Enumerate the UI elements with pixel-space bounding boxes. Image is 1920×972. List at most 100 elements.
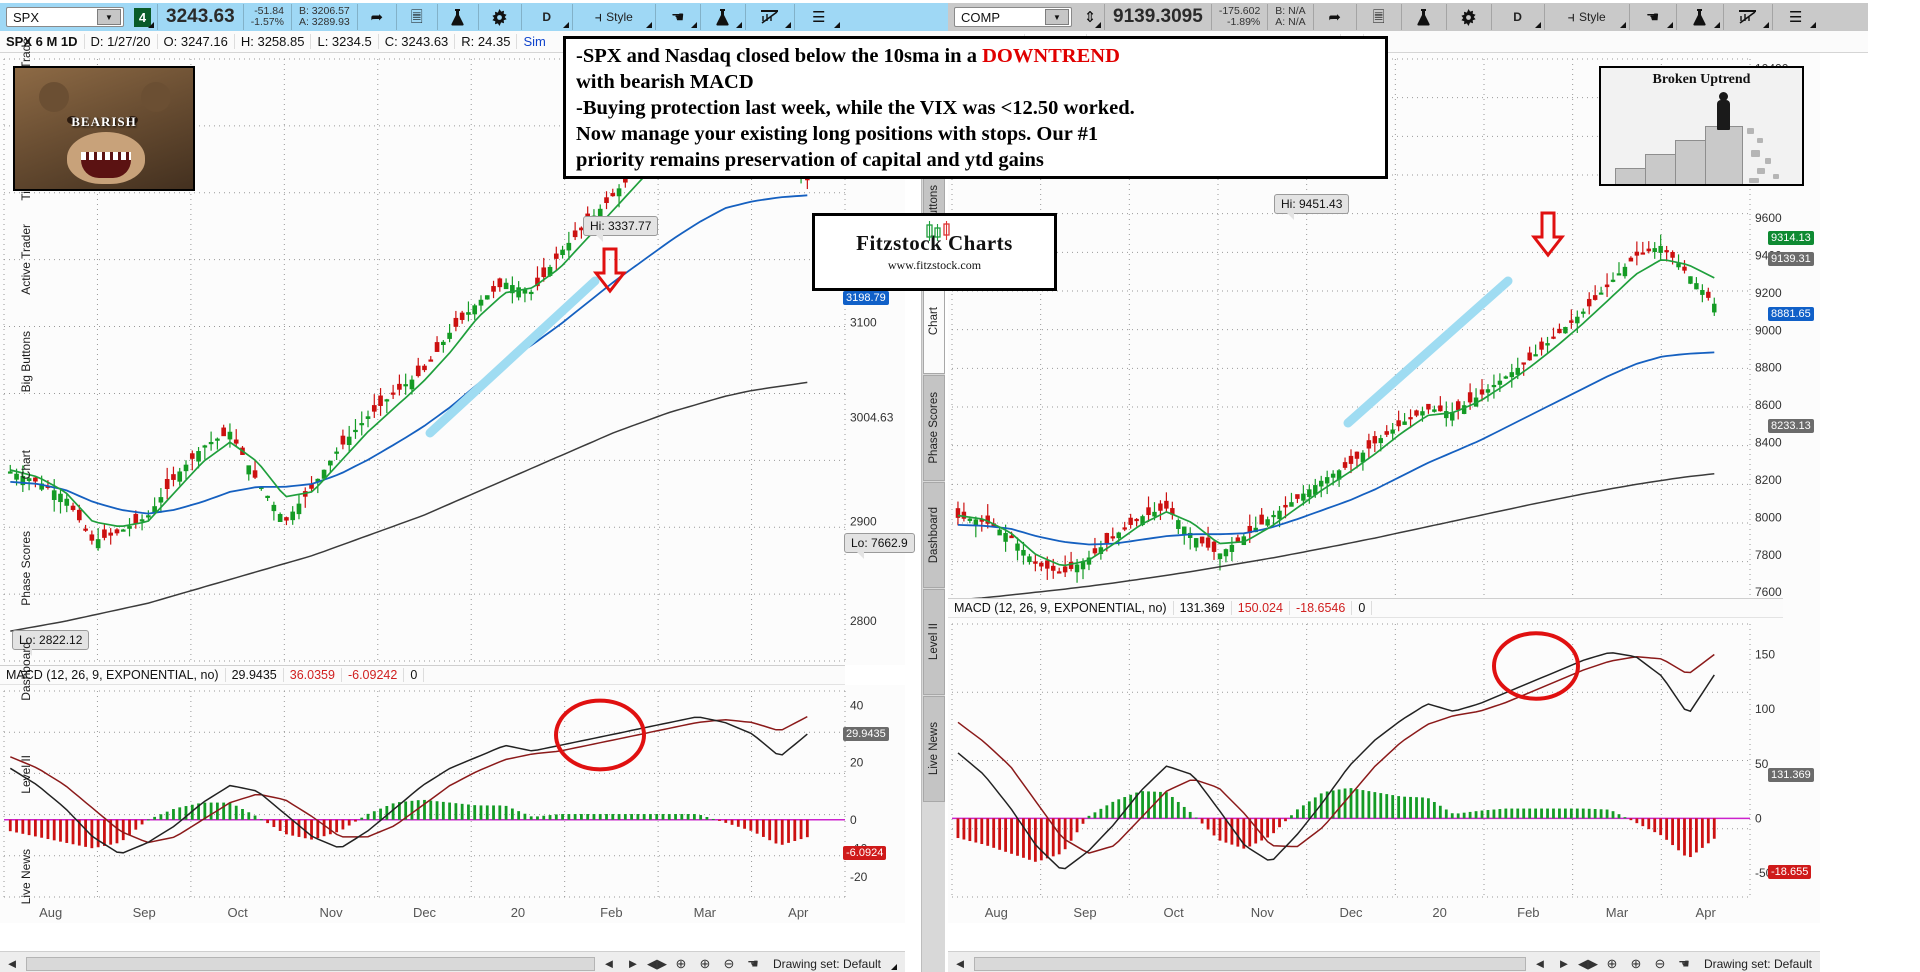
left-step-back-icon[interactable]: ◄ (602, 956, 616, 971)
left-interval-badge[interactable]: 4 (128, 3, 157, 31)
list-icon[interactable]: ☰ (795, 3, 843, 31)
right-zoom-in-icon[interactable]: ⊕ (1630, 955, 1642, 971)
candle-icon: ⫞ (1567, 8, 1576, 26)
svg-text:8000: 8000 (1755, 510, 1782, 524)
svg-text:9600: 9600 (1755, 211, 1782, 225)
left-period-label: D (542, 10, 552, 24)
chart-annotation-textbox[interactable]: -SPX and Nasdaq closed below the 10sma i… (563, 36, 1388, 179)
sidebar-item-label: Chart (19, 450, 33, 480)
svg-text:Apr: Apr (788, 905, 809, 920)
svg-text:20: 20 (850, 756, 864, 770)
left-pointer-icon[interactable]: ☚ (747, 955, 759, 971)
right-scale-icon[interactable]: ⇕ (1076, 3, 1104, 31)
right-macd-v1: 131.369 (1174, 601, 1232, 615)
left-ticker-input[interactable]: SPX ▼ (6, 7, 124, 27)
left-macd-header: MACD (12, 26, 9, EXPONENTIAL, no) 29.943… (0, 665, 845, 685)
right-last-price: 9139.3095 (1113, 6, 1203, 27)
vtab-label: Live News (928, 722, 940, 776)
right-style-label: Style (1579, 10, 1606, 24)
flask-icon[interactable] (438, 3, 478, 31)
annot-line2: with bearish MACD (576, 71, 754, 93)
left-bidask-block: B: 3206.57 A: 3289.93 (292, 5, 357, 29)
left-drawing-set-label[interactable]: Drawing set: Default (772, 956, 881, 971)
vtab-phase-scores[interactable]: Phase Scores (923, 375, 945, 481)
bear-image-caption: BEARISH (71, 114, 137, 129)
note-info-icon[interactable]: 🗏 (1372, 8, 1385, 26)
gear-icon[interactable] (1447, 3, 1491, 31)
right-price-tag-last: 9139.31 (1768, 252, 1814, 266)
hand-icon[interactable]: ☚ (656, 3, 700, 31)
right-scroll-left-arrow[interactable]: ◄ (953, 956, 967, 971)
right-zoom-out-icon[interactable]: ⊖ (1654, 955, 1666, 971)
right-change-pct: -1.89% (1227, 16, 1261, 28)
right-ticker-input[interactable]: COMP ▼ (954, 7, 1072, 27)
right-horizontal-scrollbar[interactable] (974, 956, 1526, 971)
left-horizontal-scrollbar[interactable] (26, 956, 595, 971)
flask-icon[interactable] (1402, 3, 1446, 31)
left-zoom-out-icon[interactable]: ⊖ (723, 955, 735, 971)
left-open: O: 3247.16 (158, 34, 235, 49)
right-macd-chart[interactable]: 150 100 50 0 -50 Aug Sep Oct Nov Dec 20 Feb Mar Apr (948, 618, 1820, 923)
sidebar-item-label: Dashboard (19, 641, 33, 701)
svg-text:9200: 9200 (1755, 286, 1782, 300)
svg-text:9000: 9000 (1755, 323, 1782, 337)
share-icon[interactable]: ➦ (1328, 8, 1341, 26)
annot-line3: -Buying protection last week, while the … (576, 97, 1135, 119)
left-crosshair-icon[interactable]: ⊕ (675, 955, 687, 971)
sidebar-item-label: Level II (19, 754, 33, 794)
chevron-down-icon[interactable]: ▼ (97, 9, 121, 25)
left-step-fwd-icon[interactable]: ► (626, 956, 640, 971)
svg-text:150: 150 (1755, 648, 1775, 662)
right-period-selector[interactable]: D (1492, 3, 1544, 31)
right-drawing-set-label[interactable]: Drawing set: Default (1703, 956, 1812, 971)
right-style-selector[interactable]: ⫞ Style (1545, 3, 1629, 31)
left-compress-icon[interactable]: ◀▶ (646, 955, 667, 971)
hand-icon[interactable]: ☚ (1630, 3, 1676, 31)
right-crosshair-icon[interactable]: ⊕ (1606, 955, 1618, 971)
right-ask: A: N/A (1275, 16, 1306, 28)
list-icon[interactable]: ☰ (1773, 3, 1819, 31)
svg-text:Feb: Feb (600, 905, 622, 920)
svg-text:0: 0 (1755, 811, 1762, 825)
share-icon[interactable]: ➦ (370, 8, 384, 26)
svg-text:Dec: Dec (1339, 905, 1363, 920)
flask2-icon[interactable] (1677, 3, 1723, 31)
right-compress-icon[interactable]: ◀▶ (1577, 955, 1598, 971)
svg-text:8400: 8400 (1755, 436, 1782, 450)
vtab-level-ii[interactable]: Level II (923, 589, 945, 695)
gear-icon[interactable] (479, 3, 521, 31)
right-ticker-label: COMP (961, 9, 1000, 25)
left-high-callout: Hi: 3337.77 (583, 216, 659, 242)
right-macd-tag-hist: -18.655 (1768, 865, 1812, 879)
trendline-icon[interactable] (746, 3, 794, 31)
left-style-selector[interactable]: ⫞ Style (573, 3, 655, 31)
right-pointer-icon[interactable]: ☚ (1678, 955, 1690, 971)
svg-text:2900: 2900 (850, 515, 877, 529)
left-scroll-left-arrow[interactable]: ◄ (5, 956, 19, 971)
vtab-live-news[interactable]: Live News (923, 696, 945, 802)
fitzstock-logo: Fitzstock Charts www.fitzstock.com (812, 213, 1057, 291)
note-info-icon[interactable]: 🗏 (410, 8, 423, 26)
right-bidask-block: B: N/A A: N/A (1268, 5, 1312, 29)
right-macd-tag-value: 131.369 (1768, 768, 1814, 782)
svg-text:Sep: Sep (133, 905, 156, 920)
left-zoom-in-icon[interactable]: ⊕ (699, 955, 711, 971)
trendline-icon[interactable] (1724, 3, 1772, 31)
svg-text:Aug: Aug (985, 905, 1008, 920)
svg-text:20: 20 (511, 905, 525, 920)
left-price-tag-sma: 3198.79 (843, 291, 889, 305)
svg-text:Feb: Feb (1517, 905, 1539, 920)
left-period-selector[interactable]: D (522, 3, 572, 31)
right-step-fwd-icon[interactable]: ► (1557, 956, 1571, 971)
vtab-dashboard[interactable]: Dashboard (923, 482, 945, 588)
left-range: R: 24.35 (455, 34, 518, 49)
chevron-down-icon[interactable]: ▼ (1045, 9, 1069, 25)
svg-text:100: 100 (1755, 702, 1775, 716)
flask2-icon[interactable] (701, 3, 745, 31)
right-step-back-icon[interactable]: ◄ (1533, 956, 1547, 971)
svg-text:Aug: Aug (39, 905, 62, 920)
left-change: -51.84 (254, 4, 284, 17)
right-price-tag-sma50: 8881.65 (1768, 307, 1814, 321)
